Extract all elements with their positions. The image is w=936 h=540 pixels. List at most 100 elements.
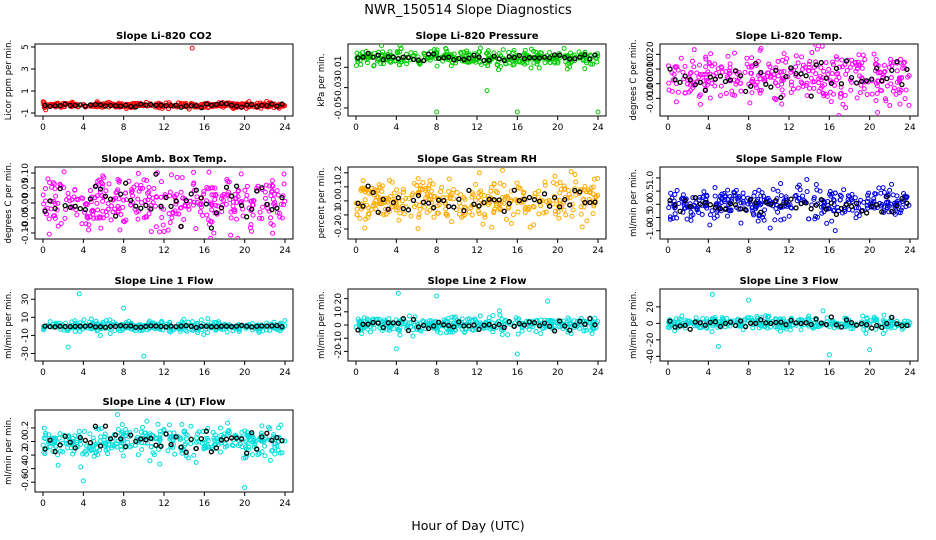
data-point — [387, 177, 393, 183]
data-point — [778, 181, 784, 187]
data-point — [889, 181, 895, 187]
reference-point — [737, 318, 744, 324]
data-point — [469, 212, 475, 218]
data-point — [903, 194, 909, 200]
data-point — [482, 214, 488, 220]
y-axis-label: degrees C per min. — [629, 39, 639, 120]
data-point — [667, 214, 673, 220]
data-point — [747, 199, 753, 205]
reference-point — [269, 101, 275, 107]
reference-point — [279, 437, 285, 444]
reference-point — [238, 104, 245, 110]
data-point — [119, 422, 125, 428]
data-point — [106, 441, 112, 447]
outlier-point — [514, 109, 520, 115]
reference-point — [773, 319, 779, 326]
data-point — [451, 196, 457, 202]
reference-point — [808, 93, 814, 99]
data-point — [378, 61, 384, 67]
reference-point — [823, 75, 829, 81]
x-tick-label: 0 — [665, 123, 671, 133]
data-point — [832, 228, 838, 234]
data-point — [431, 214, 437, 220]
data-point — [137, 186, 143, 192]
y-tick-label: -0.2 — [334, 220, 344, 238]
reference-point — [687, 203, 693, 210]
reference-point — [430, 51, 437, 57]
reference-point — [360, 321, 366, 327]
reference-point — [702, 87, 708, 93]
data-point — [93, 441, 99, 447]
data-point — [257, 215, 263, 221]
reference-point — [259, 185, 265, 191]
data-point — [444, 211, 450, 217]
reference-point — [410, 197, 417, 204]
panel-title: Slope Sample Flow — [736, 154, 843, 165]
data-point — [878, 190, 884, 196]
data-point — [688, 69, 694, 75]
outlier-point — [393, 346, 399, 352]
data-point — [174, 174, 180, 180]
data-point — [181, 216, 187, 222]
data-point — [437, 330, 443, 336]
outlier-point — [65, 344, 71, 350]
reference-point — [193, 445, 199, 452]
data-point — [249, 452, 255, 458]
data-point — [906, 102, 912, 108]
reference-point — [168, 203, 174, 209]
data-point — [510, 212, 516, 218]
data-point — [123, 217, 129, 223]
data-point — [235, 188, 241, 194]
data-point — [178, 189, 184, 195]
data-point — [809, 49, 815, 55]
data-point — [688, 88, 694, 94]
data-series — [666, 176, 912, 234]
data-point — [245, 440, 251, 446]
reference-point — [238, 202, 245, 209]
data-point — [195, 330, 201, 336]
x-tick-label: 12 — [158, 246, 169, 256]
data-point — [362, 225, 368, 231]
reference-point — [117, 323, 124, 329]
data-point — [680, 69, 686, 75]
data-point — [673, 99, 679, 105]
data-point — [85, 215, 91, 221]
data-point — [804, 93, 810, 99]
reference-point — [823, 321, 829, 328]
data-point — [279, 450, 285, 456]
data-series — [353, 167, 601, 232]
panel-3: Slope Li-820 Temp.degrees C per min.0 4 8 1… — [629, 31, 919, 133]
data-point — [799, 80, 805, 86]
data-point — [72, 318, 78, 324]
data-point — [740, 190, 746, 196]
data-point — [464, 50, 470, 56]
reference-point — [793, 320, 799, 326]
data-point — [853, 68, 859, 74]
data-point — [756, 187, 762, 193]
data-point — [476, 190, 482, 196]
reference-point — [466, 323, 472, 329]
reference-point — [592, 199, 598, 205]
data-point — [482, 212, 488, 218]
data-point — [90, 435, 96, 441]
data-series — [665, 291, 913, 358]
reference-point — [557, 318, 563, 324]
reference-point — [838, 81, 845, 87]
data-point — [197, 209, 203, 215]
reference-point — [516, 320, 522, 327]
data-point — [800, 83, 806, 89]
y-axis-label: ml/min per min. — [317, 291, 327, 359]
reference-point — [238, 436, 245, 442]
reference-point — [823, 206, 829, 212]
data-point — [884, 83, 890, 89]
data-point — [118, 447, 124, 453]
reference-point — [486, 57, 492, 63]
data-point — [752, 190, 758, 196]
data-point — [255, 452, 261, 458]
data-point — [145, 197, 151, 203]
data-series — [40, 169, 288, 239]
data-point — [270, 230, 276, 236]
x-tick-label: 4 — [80, 368, 86, 378]
data-point — [725, 187, 731, 193]
